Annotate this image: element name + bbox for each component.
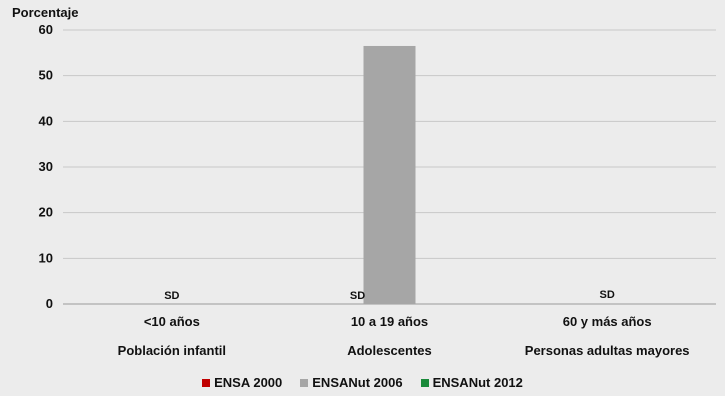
x-group-label: Personas adultas mayores [525, 343, 690, 358]
legend-item: ENSANut 2006 [300, 375, 403, 390]
legend-label: ENSA 2000 [214, 375, 283, 390]
legend-item: ENSA 2000 [202, 375, 282, 390]
bar [363, 45, 416, 304]
annotation-sd: SD [350, 290, 365, 302]
legend-label: ENSANut 2012 [432, 375, 523, 390]
legend-swatch [420, 378, 429, 387]
x-category-label: 10 a 19 años [351, 314, 428, 329]
x-group-label: Adolescentes [347, 343, 432, 358]
y-tick-labels: 0 10 20 30 40 50 60 [39, 22, 53, 311]
annotation-sd: SD [600, 289, 615, 301]
y-axis-title: Porcentaje [12, 5, 78, 20]
annotations: SD SD SD [164, 289, 615, 302]
y-tick-label: 40 [39, 113, 53, 128]
x-category-label: <10 años [144, 314, 200, 329]
y-tick-label: 0 [46, 296, 53, 311]
legend-item: ENSANut 2012 [420, 375, 523, 390]
legend-swatch [202, 378, 211, 387]
x-category-labels: <10 años Población infantil 10 a 19 años Ad… [118, 314, 690, 358]
legend: ENSA 2000 ENSANut 2006 ENSANut 2012 [0, 375, 725, 390]
y-tick-label: 20 [39, 205, 53, 220]
y-tick-label: 30 [39, 159, 53, 174]
y-tick-label: 50 [39, 68, 53, 83]
bars [363, 45, 416, 304]
legend-swatch [300, 378, 309, 387]
y-tick-label: 60 [39, 22, 53, 37]
annotation-sd: SD [164, 290, 179, 302]
x-category-label: 60 y más años [563, 314, 652, 329]
legend-label: ENSANut 2006 [312, 375, 403, 390]
x-group-label: Población infantil [118, 343, 226, 358]
y-tick-label: 10 [39, 250, 53, 265]
